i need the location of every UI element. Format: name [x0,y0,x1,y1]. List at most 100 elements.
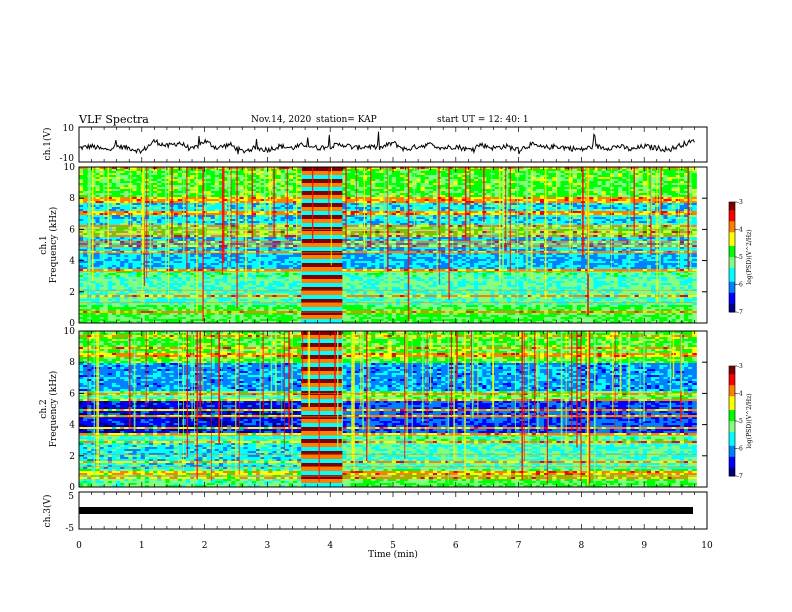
colorbar-swatch [729,445,735,449]
colorbar-swatch [729,448,735,452]
station-label: station= KAP [316,115,377,125]
colorbar-swatch [729,390,735,394]
colorbar-tick-label: -6 [737,446,743,453]
ch1-ytick-top: 10 [63,124,75,134]
colorbar-swatch [729,215,735,219]
freq-tick-label: 10 [64,327,76,337]
ch1-ylabel: ch.1(V) [42,128,53,161]
colorbar-swatch [729,207,735,211]
colorbar-label: log(PSD)(V^2/Hz) [746,393,753,448]
ch1-waveform-panel: ch.1(V) 10 -10 [42,124,708,164]
ch1-waveform-line [79,131,695,155]
freq-tick-label: 8 [69,194,75,204]
colorbar-swatch [729,437,735,441]
freq-tick-label: 2 [69,452,75,462]
colorbar-swatch [729,240,735,244]
colorbar-swatch [729,396,735,400]
colorbar-swatch [729,295,735,299]
colorbar-swatch [729,246,735,250]
colorbar-tick-label: -5 [737,254,743,261]
colorbar-swatch [729,204,735,208]
ch2-spectrogram-ylabel-line1: ch.2 [39,399,49,418]
colorbar-swatch [729,418,735,422]
ch3-panel: ch.3(V) 5 -5 [42,491,708,534]
colorbar-swatch [729,262,735,266]
colorbar-swatch [729,298,735,302]
ch1-spectrogram-ylabel-line2: Frequency (kHz) [48,207,59,284]
ch2-spectrogram-ylabel-line2: Frequency (kHz) [48,371,59,448]
freq-tick-label: 6 [69,389,75,399]
colorbar-swatch [729,287,735,291]
colorbar-swatch [729,248,735,252]
start-time-label: start UT = 12: 40: 1 [437,115,529,125]
colorbar-label: log(PSD)(V^2/Hz) [746,229,753,284]
freq-tick-label: 4 [69,257,75,267]
freq-tick-label: 2 [69,288,75,298]
time-axis-label: Time (min) [368,549,418,560]
freq-tick-label: 10 [64,163,76,173]
freq-tick-label: 6 [69,225,75,235]
freq-tick-label: 0 [69,483,75,493]
colorbar-swatch [729,210,735,214]
time-tick-label: 2 [202,541,208,551]
time-tick-label: 1 [139,541,145,551]
spectrogram-image [79,331,707,487]
time-tick-label: 7 [516,541,522,551]
colorbar-tick-label: -4 [737,227,743,234]
freq-tick-label: 4 [69,421,75,431]
colorbar-swatch [729,410,735,414]
colorbar-swatch [729,273,735,277]
colorbar-swatch [729,462,735,466]
colorbar-tick-label: -3 [737,199,743,206]
colorbar-swatch [729,368,735,372]
colorbar-swatch [729,451,735,455]
colorbar-swatch [729,393,735,397]
colorbar-swatch [729,281,735,285]
colorbar-swatch [729,268,735,272]
colorbar-swatch [729,284,735,288]
colorbar-swatch [729,270,735,274]
date-label: Nov.14, 2020 [251,115,311,125]
colorbar-swatch [729,473,735,477]
colorbar-swatch [729,429,735,433]
colorbar-tick-label: -3 [737,363,743,370]
colorbar-tick-label: -7 [737,309,743,316]
colorbar-swatch [729,229,735,233]
colorbar-swatch [729,218,735,222]
colorbar-swatch [729,202,735,206]
colorbar-swatch [729,279,735,283]
colorbar-swatch [729,388,735,392]
colorbar-swatch [729,224,735,228]
colorbar-tick-label: -7 [737,473,743,480]
colorbar-swatch [729,306,735,310]
ch1-spectrogram-panel: ch.1 Frequency (kHz) 0 2 4 6 8 10 [39,163,708,329]
colorbar-swatch [729,232,735,236]
time-axis: 0 1 2 3 4 5 6 7 8 9 10 [76,127,713,551]
colorbar-swatch [729,432,735,436]
colorbar-swatch [729,309,735,313]
colorbar-swatch [729,235,735,239]
colorbar-swatch [729,454,735,458]
colorbar-swatch [729,426,735,430]
colorbar-swatch [729,276,735,280]
ch2-colorbar: -3 -4 -5 -6 -7 log(PSD)(V^2/Hz) [728,363,753,480]
colorbar-swatch [729,404,735,408]
figure-title: VLF Spectra [79,113,149,126]
ch3-ytick-bottom: -5 [65,524,74,534]
time-tick-label: 4 [327,541,333,551]
colorbar-swatch [729,415,735,419]
colorbar-swatch [729,377,735,381]
colorbar-swatch [729,421,735,425]
colorbar-swatch [729,465,735,469]
colorbar-swatch [729,265,735,269]
colorbar-swatch [729,456,735,460]
colorbar-swatch [729,226,735,230]
colorbar-swatch [729,412,735,416]
colorbar-swatch [729,221,735,225]
colorbar-swatch [729,366,735,370]
colorbar-swatch [729,407,735,411]
colorbar-swatch [729,401,735,405]
colorbar-swatch [729,443,735,447]
ch3-ylabel: ch.3(V) [42,495,53,528]
colorbar-tick-label: -5 [737,418,743,425]
